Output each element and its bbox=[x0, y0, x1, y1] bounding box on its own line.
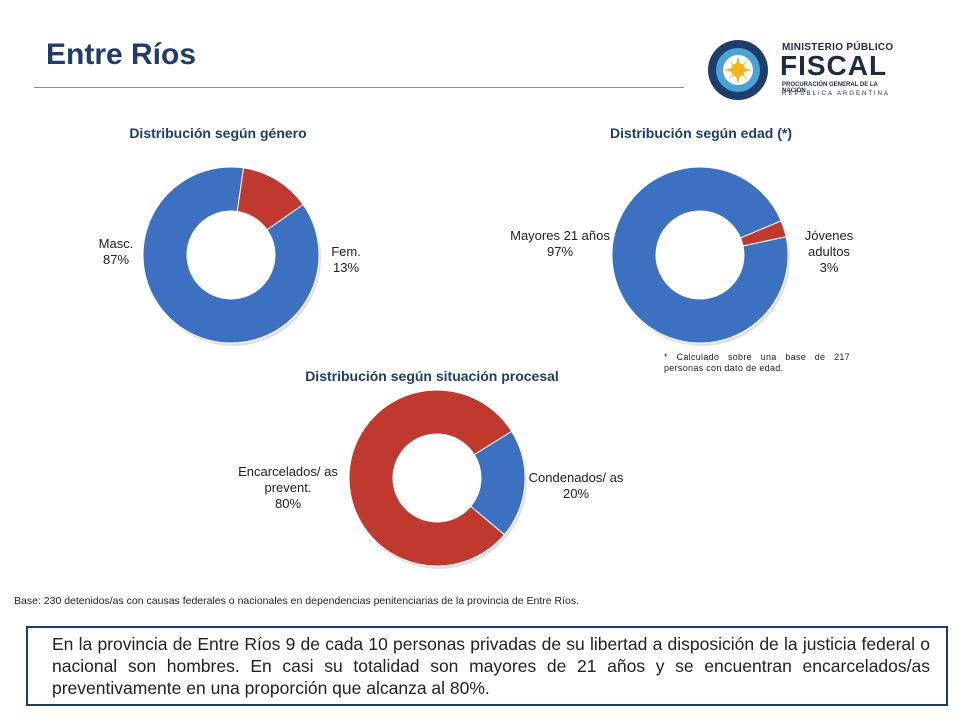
chart-title-edad: Distribución según edad (*) bbox=[609, 125, 792, 141]
title-divider bbox=[34, 87, 684, 88]
edad-footnote: * Calculado sobre una base de 217 person… bbox=[664, 352, 850, 373]
donut-chart-situacion bbox=[348, 389, 527, 569]
logo-line-3: PROCURACIÓN GENERAL DE LA NACIÓN bbox=[782, 82, 878, 94]
donut-chart-edad bbox=[611, 166, 790, 346]
slice-label-mayores: Mayores 21 años 97% bbox=[510, 228, 610, 259]
slice-label-condenados: Condenados/ as 20% bbox=[528, 470, 624, 501]
logo-line-1: MINISTERIO PÚBLICO bbox=[782, 42, 894, 53]
logo-line-2: FISCAL bbox=[780, 50, 888, 81]
chart-title-genero: Distribución según género bbox=[129, 125, 307, 141]
donut-chart-genero bbox=[142, 166, 321, 346]
logo-line-4: REPÚBLICA ARGENTINA bbox=[782, 91, 891, 97]
donut-hole bbox=[393, 434, 481, 522]
donut-hole bbox=[187, 211, 275, 299]
slice-label-fem: Fem. 13% bbox=[331, 244, 361, 275]
sun-emblem-icon bbox=[708, 40, 768, 100]
slice-label-jovenes: Jóvenes adultos 3% bbox=[804, 228, 854, 275]
chart-title-situacion: Distribución según situación procesal bbox=[305, 368, 559, 384]
ministerio-fiscal-logo: MINISTERIO PÚBLICO FISCAL PROCURACIÓN GE… bbox=[706, 38, 896, 102]
page-title: Entre Ríos bbox=[46, 38, 197, 71]
summary-text: En la provincia de Entre Ríos 9 de cada … bbox=[52, 634, 930, 698]
base-note: Base: 230 detenidos/as con causas federa… bbox=[14, 595, 580, 607]
donut-hole bbox=[656, 211, 744, 299]
slice-label-encarcelados: Encarcelados/ as prevent. 80% bbox=[238, 464, 338, 511]
summary-box bbox=[26, 626, 948, 706]
slice-label-masc: Masc. 87% bbox=[98, 236, 134, 267]
